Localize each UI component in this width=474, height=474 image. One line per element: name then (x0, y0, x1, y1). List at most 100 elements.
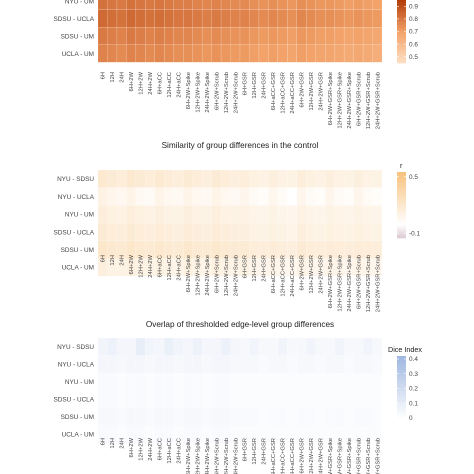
row-label: SDSU - UM (61, 33, 94, 40)
legend-swatch (397, 218, 406, 221)
legend-swatch (397, 25, 406, 28)
heatmap-cell (97, 187, 108, 206)
heatmap-cell (343, 407, 354, 426)
heatmap-cell (334, 372, 345, 391)
heatmap-cell (220, 9, 231, 28)
heatmap-cell (126, 0, 137, 10)
heatmap-cell (116, 205, 127, 224)
column-label: 24H+2W (148, 71, 154, 94)
heatmap-cell (353, 222, 364, 242)
heatmap-cell (372, 337, 383, 356)
heatmap-cell (182, 337, 193, 356)
heatmap-cell (325, 9, 335, 28)
legend-swatch (397, 219, 406, 222)
heatmap-cell (173, 27, 184, 45)
heatmap-cell (334, 407, 345, 426)
column-label: 12H+2W+GSR+Scrub (366, 72, 372, 129)
heatmap-cell (126, 9, 137, 28)
legend-swatch (397, 365, 406, 368)
heatmap-cell (173, 407, 184, 426)
heatmap-cell (343, 27, 354, 45)
heatmap-cell (201, 0, 212, 10)
column-label: 24H+2W+GSR+Spike (347, 72, 353, 129)
column-label: 12H+2W+GSR+Spike (337, 438, 343, 474)
heatmap-cell (201, 27, 212, 45)
legend-swatch (397, 360, 406, 363)
heatmap-cell (249, 222, 260, 242)
column-label: 12H+aCC+GSR (281, 255, 287, 297)
heatmap-cell (343, 44, 354, 63)
heatmap-cell (164, 27, 174, 45)
legend-swatch (397, 362, 406, 365)
legend-swatch (397, 198, 406, 201)
heatmap-cell (97, 9, 108, 28)
heatmap-cell (211, 390, 222, 409)
heatmap-cell (343, 372, 354, 391)
heatmap-cell (201, 187, 212, 206)
heatmap-cell (154, 0, 165, 10)
legend-swatch (397, 56, 406, 59)
heatmap-cell (277, 355, 288, 374)
legend-swatch (397, 48, 406, 51)
heatmap-cell (116, 0, 127, 10)
heatmap-cell (362, 27, 373, 45)
legend-swatch (397, 55, 406, 58)
heatmap-cell (268, 187, 279, 206)
heatmap-cell (126, 222, 137, 242)
heatmap-cell (135, 355, 146, 374)
heatmap-cell (230, 44, 241, 63)
legend-swatch (397, 224, 406, 227)
heatmap-cell (97, 222, 108, 242)
heatmap-cell (268, 407, 279, 426)
heatmap-cell (306, 337, 316, 356)
legend-swatch (397, 190, 406, 193)
heatmap-cell (182, 0, 193, 10)
heatmap-cell (145, 407, 156, 426)
heatmap-cell (277, 372, 288, 391)
heatmap-cell (296, 390, 307, 409)
column-label: 12H+2W+GSR+Scrub (366, 438, 372, 474)
heatmap-cell (296, 222, 307, 242)
heatmap-cell (154, 187, 165, 206)
row-label: UCLA - UM (62, 51, 94, 58)
heatmap-cell (249, 337, 260, 356)
heatmap-cell (315, 44, 326, 63)
heatmap-cell (182, 407, 193, 426)
column-label: 12H+GSR (252, 438, 258, 465)
legend-swatch (397, 399, 406, 402)
heatmap-cell (182, 44, 193, 63)
heatmap-cell (287, 0, 297, 10)
legend-swatch (397, 400, 406, 403)
heatmap-cell (362, 372, 373, 391)
heatmap-cell (164, 222, 174, 242)
heatmap-cell (296, 0, 307, 10)
heatmap-cell (201, 9, 212, 28)
heatmap-cell (126, 205, 137, 224)
legend-swatch (397, 363, 406, 366)
heatmap-panel-3: Overlap of thresholded edge-level group … (54, 320, 423, 474)
heatmap-cell (372, 372, 383, 391)
column-label: 12H+2W+GSR (309, 255, 315, 294)
heatmap-cell (192, 222, 203, 242)
legend-swatch (397, 181, 406, 184)
heatmap-cell (201, 205, 212, 224)
row-label: NYU - UM (65, 379, 94, 386)
heatmap-cell (135, 222, 146, 242)
legend-swatch (397, 185, 406, 188)
heatmap-cell (116, 9, 127, 28)
heatmap-cell (343, 355, 354, 374)
heatmap-cell (277, 222, 288, 242)
column-label: 6H+2W (129, 254, 135, 274)
heatmap-cell (258, 337, 269, 356)
heatmap-cell (116, 372, 127, 391)
legend-swatch (397, 214, 406, 217)
legend-swatch (397, 405, 406, 408)
heatmap-cell (211, 355, 222, 374)
heatmap-cell (107, 44, 118, 63)
heatmap-cell (315, 27, 326, 45)
legend-swatch (397, 20, 406, 23)
legend-swatch (397, 359, 406, 361)
heatmap-cell (154, 205, 165, 224)
legend-tick-label: 0.9 (409, 4, 418, 11)
heatmap-cell (353, 9, 364, 28)
